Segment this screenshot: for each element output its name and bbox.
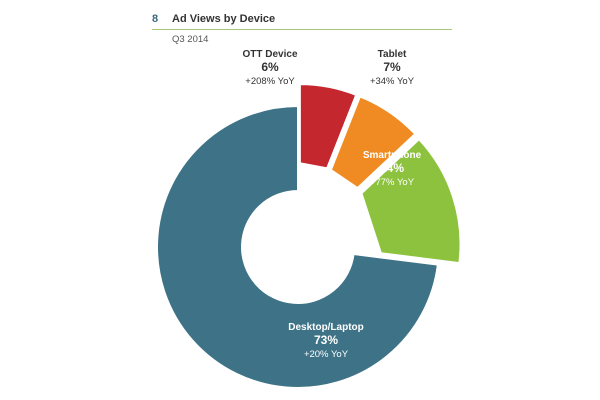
slice-pct-text: 7% — [383, 60, 401, 74]
slice-ott-device — [298, 83, 358, 170]
slice-desktop-laptop — [156, 104, 440, 389]
slice-label: OTT Device — [242, 49, 297, 60]
donut-hole — [242, 191, 354, 303]
slice-tablet — [329, 95, 417, 190]
slice-yoy: +34% YoY — [370, 76, 415, 87]
chart-subtitle: Q3 2014 — [172, 34, 209, 45]
chart-title: Ad Views by Device — [172, 13, 276, 25]
title-divider — [152, 29, 452, 30]
slice-smartphone — [360, 137, 462, 265]
chart-header: 8 Ad Views by Device Q3 2014 — [0, 0, 600, 50]
slice-pct-text: 14% — [380, 161, 404, 175]
page-number: 8 — [152, 13, 159, 25]
slice-pct-text: 6% — [261, 60, 279, 74]
slice-yoy: +20% YoY — [304, 349, 349, 360]
slice-label: Tablet — [378, 49, 407, 60]
slice-label: Desktop/Laptop — [288, 322, 364, 333]
slice-label: Smartphone — [363, 150, 422, 161]
slice-pct-text: 73% — [314, 333, 338, 347]
slice-yoy: +208% YoY — [245, 76, 295, 87]
slice-yoy: +77% YoY — [370, 177, 415, 188]
